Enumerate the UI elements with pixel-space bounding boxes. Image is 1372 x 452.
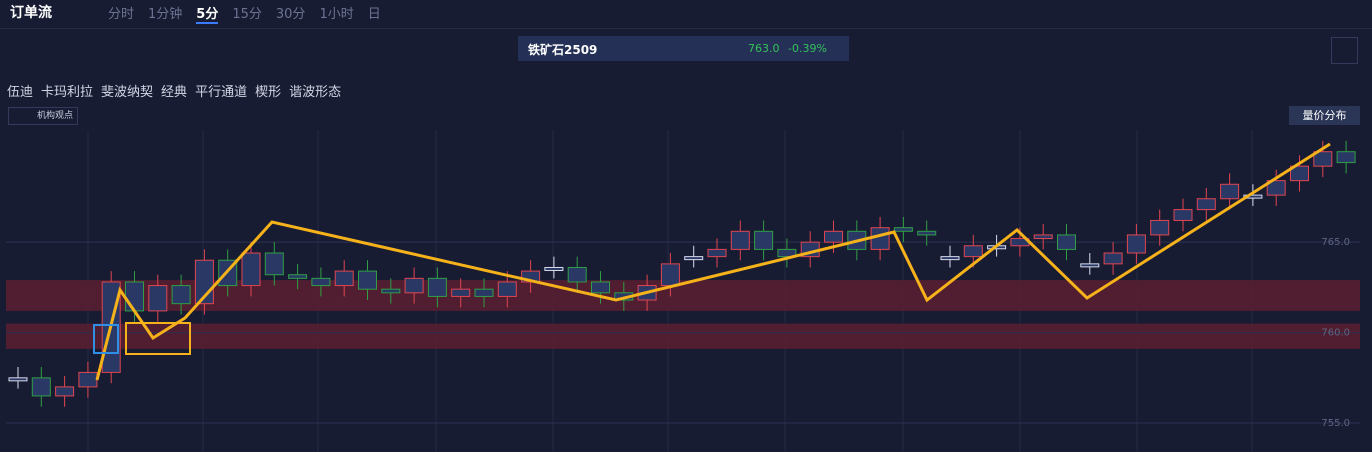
candle-body: [148, 285, 168, 312]
candle-body: [31, 377, 51, 397]
candle-body: [1290, 165, 1309, 182]
candle-body: [264, 252, 284, 276]
candle-body: [544, 266, 564, 271]
candle-body: [404, 277, 424, 294]
candle-body: [451, 288, 471, 297]
symbol-price: 763.0: [748, 42, 780, 55]
candle-body: [1033, 234, 1053, 240]
candle-body: [1266, 180, 1286, 196]
candle-body: [125, 281, 144, 312]
symbol-bar[interactable]: 铁矿石2509 763.0 -0.39%: [518, 36, 849, 61]
candle-body: [1080, 263, 1100, 268]
candle-body: [963, 245, 983, 258]
candle-body: [1057, 234, 1076, 250]
highlight-box: [93, 324, 119, 354]
candle-body: [497, 281, 517, 297]
candle-body: [754, 230, 774, 250]
candle-body: [1243, 194, 1263, 199]
y-tick-label: 760.0: [1321, 328, 1350, 339]
highlight-box: [125, 322, 191, 355]
y-tick-label: 765.0: [1321, 237, 1350, 248]
period[interactable]: 1小时: [319, 7, 354, 22]
candle-body: [591, 281, 610, 294]
candle-body: [381, 288, 401, 294]
period[interactable]: 分时: [108, 7, 135, 22]
candle-body: [1126, 234, 1146, 254]
tool[interactable]: 平行通道: [195, 85, 248, 100]
tool[interactable]: 谐波形态: [289, 85, 342, 100]
tool[interactable]: 楔形: [255, 85, 282, 100]
candle-body: [288, 274, 308, 279]
candle-body: [567, 266, 587, 283]
candle-body: [474, 288, 494, 297]
candle-body: [777, 248, 797, 258]
candle-body: [870, 227, 890, 250]
candle-body: [311, 277, 331, 287]
tool[interactable]: 卡玛利拉: [41, 85, 94, 100]
candle-body: [334, 270, 354, 287]
candle-body: [358, 270, 377, 290]
tool[interactable]: 伍迪: [7, 85, 34, 100]
candle-body: [730, 230, 750, 250]
candle-body: [1173, 209, 1193, 221]
candle-body: [78, 371, 98, 388]
candle-body: [660, 263, 680, 287]
symbol-change: -0.39%: [788, 42, 827, 55]
candle-body: [8, 377, 28, 382]
periods: 分时 1分钟 5分 15分 30分 1小时日: [108, 3, 381, 24]
candle-body: [940, 256, 960, 261]
divider: [0, 28, 1372, 29]
candle-body: [1336, 151, 1356, 164]
volume-button[interactable]: 量价分布: [1289, 106, 1360, 125]
zone: [6, 323, 1360, 349]
candle-body: [1313, 151, 1333, 167]
candle-body: [171, 285, 191, 305]
candle-body: [707, 248, 727, 258]
tools: 伍迪 卡玛利拉 斐波纳契 经典 平行通道 楔形 谐波形态: [7, 81, 349, 100]
period[interactable]: 5分: [196, 3, 219, 24]
period[interactable]: 日: [367, 7, 381, 22]
candle-body: [1150, 219, 1170, 236]
candle-body: [893, 227, 913, 232]
candle-body: [684, 256, 704, 261]
candle-body: [427, 277, 447, 297]
tool[interactable]: 斐波纳契: [101, 85, 154, 100]
candle-body: [824, 230, 843, 243]
candle-body: [917, 230, 937, 236]
y-tick-label: 755.0: [1321, 418, 1350, 429]
period[interactable]: 30分: [275, 7, 306, 22]
candle-body: [1196, 198, 1216, 211]
candle-body: [55, 386, 75, 397]
candle-body: [1103, 252, 1123, 265]
views-button[interactable]: 机构观点: [8, 107, 79, 125]
candle-body: [241, 252, 261, 287]
period[interactable]: 15分: [232, 7, 262, 22]
symbol-name: 铁矿石2509: [528, 43, 598, 57]
collapse-button[interactable]: [1331, 37, 1358, 64]
toolbar-title[interactable]: 订单流: [10, 5, 52, 21]
candle-body: [1220, 183, 1240, 200]
tool[interactable]: 经典: [161, 85, 188, 100]
period[interactable]: 1分钟: [148, 7, 183, 22]
